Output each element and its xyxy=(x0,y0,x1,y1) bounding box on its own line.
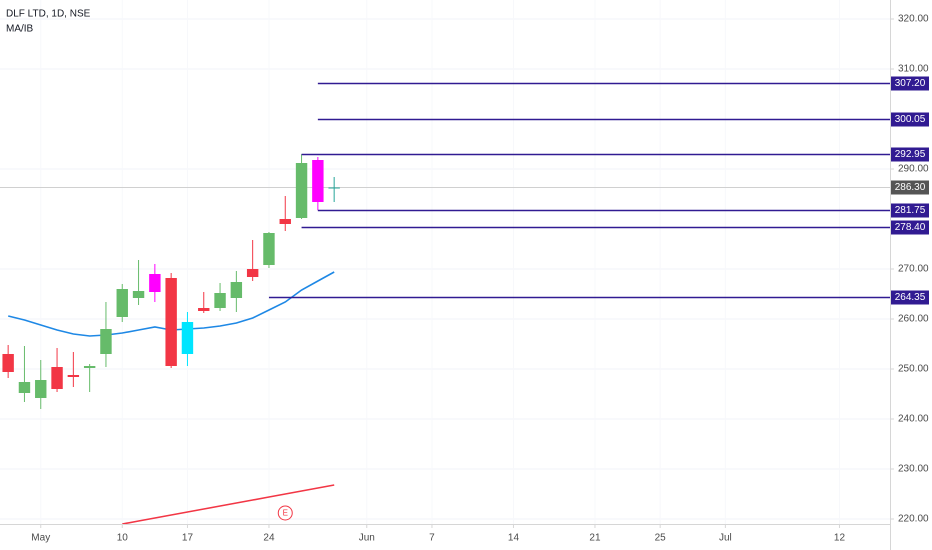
candle-body xyxy=(263,233,275,265)
x-tick-label: 25 xyxy=(655,533,667,544)
last-price-tag xyxy=(891,180,929,195)
candle-body xyxy=(100,329,112,354)
candle-body xyxy=(149,274,161,292)
x-tick-label: 10 xyxy=(117,533,129,544)
ma-line xyxy=(122,484,335,524)
y-tick-label: 260.00 xyxy=(898,314,929,325)
y-tick-label: 220.00 xyxy=(898,514,929,525)
y-tick-label: 250.00 xyxy=(898,364,929,375)
axes: 220.00 230.00 240.00 250.00 260.00 270.00 290.… xyxy=(31,14,929,544)
y-tick-label: 240.00 xyxy=(898,414,929,425)
event-label: E xyxy=(283,509,288,518)
x-tick-label: 21 xyxy=(589,533,601,544)
candle-body xyxy=(279,219,291,224)
indicator-name: MA/IB xyxy=(6,24,34,35)
level-tag-label: 264.35 xyxy=(895,292,926,303)
level-tag-label: 307.20 xyxy=(895,78,926,89)
candle-body xyxy=(198,308,210,311)
level-tag xyxy=(891,290,929,305)
x-tick-label: Jul xyxy=(719,533,732,544)
event-marker xyxy=(277,505,293,521)
level-tag-label: 281.75 xyxy=(895,205,926,216)
candle-body xyxy=(67,375,80,377)
x-tick-label: 12 xyxy=(834,533,846,544)
candle-body xyxy=(312,160,324,202)
y-tick-label: 270.00 xyxy=(898,264,929,275)
candle-body xyxy=(51,367,63,389)
level-tag-label: 278.40 xyxy=(895,222,926,233)
candle-body xyxy=(35,380,47,398)
candle-body xyxy=(214,293,226,308)
plot xyxy=(0,82,890,524)
level-tag xyxy=(891,220,929,235)
candle-body xyxy=(116,289,128,317)
candle-body xyxy=(230,282,243,298)
candle-body xyxy=(2,354,14,372)
candle-body xyxy=(132,291,145,298)
y-tick-label: 290.00 xyxy=(898,164,929,175)
candle-body xyxy=(18,382,31,393)
candle-body xyxy=(83,366,96,368)
x-tick-label: Jun xyxy=(359,533,375,544)
level-tag xyxy=(891,76,929,91)
level-tag xyxy=(891,112,929,127)
y-tick-label: 320.00 xyxy=(898,14,929,25)
candle-body xyxy=(295,163,308,218)
last-price-label: 286.30 xyxy=(895,182,926,193)
chart-title: DLF LTD, 1D, NSE xyxy=(6,9,91,20)
candle-body xyxy=(328,187,340,189)
x-tick-label: May xyxy=(31,533,50,544)
x-tick-label: 24 xyxy=(263,533,275,544)
candle-body xyxy=(246,269,259,277)
x-tick-label: 17 xyxy=(182,533,194,544)
level-tag xyxy=(891,147,929,162)
level-tag xyxy=(891,203,929,218)
level-tag-label: 292.95 xyxy=(895,149,926,160)
x-tick-label: 7 xyxy=(429,533,435,544)
y-tick-label: 230.00 xyxy=(898,464,929,475)
candle-body xyxy=(165,278,177,366)
x-tick-label: 14 xyxy=(508,533,520,544)
candle-body xyxy=(181,322,194,354)
level-tag-label: 300.05 xyxy=(895,114,926,125)
y-tick-label: 310.00 xyxy=(898,64,929,75)
